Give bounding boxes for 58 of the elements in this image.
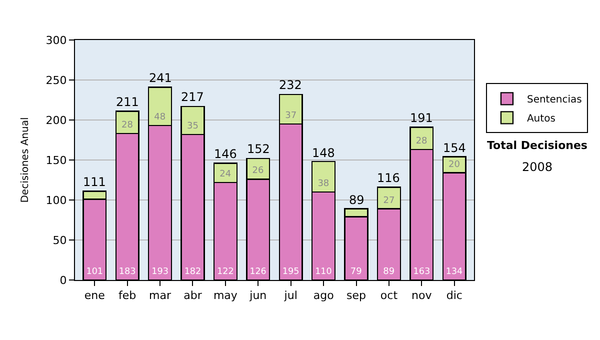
y-tick-label: 250	[46, 74, 67, 87]
data-label: 183	[118, 267, 136, 278]
y-tick-label: 50	[52, 234, 67, 247]
y-tick-label: 100	[46, 194, 67, 207]
total-label: 111	[83, 175, 106, 189]
x-tick-label: may	[213, 289, 238, 302]
data-label: 193	[152, 267, 168, 278]
total-label: 211	[116, 95, 139, 109]
data-label: 48	[154, 112, 166, 123]
data-label: 126	[250, 267, 266, 278]
legend-label: Autos	[526, 114, 556, 125]
y-axis-title: Decisiones Anual	[20, 117, 31, 203]
data-label: 35	[187, 121, 198, 132]
data-label: 134	[446, 267, 464, 278]
x-tick-label: jun	[248, 289, 267, 302]
data-label: 26	[252, 166, 264, 176]
x-tick-label: nov	[412, 289, 432, 302]
total-label: 116	[377, 171, 400, 185]
data-label: 28	[121, 120, 134, 131]
total-label: 146	[214, 147, 237, 161]
data-label: 195	[282, 267, 300, 278]
x-tick-label: sep	[346, 289, 366, 302]
y-tick-label: 0	[60, 274, 67, 287]
data-label: 110	[315, 267, 332, 278]
y-tick-label: 300	[46, 34, 67, 47]
data-label: 101	[86, 267, 104, 278]
y-tick-label: 200	[46, 114, 67, 127]
total-label: 154	[443, 141, 466, 155]
data-label: 20	[448, 160, 460, 170]
data-label: 27	[383, 196, 395, 206]
text: 2008	[522, 160, 553, 174]
data-label: 24	[220, 169, 232, 180]
data-label: 182	[184, 267, 202, 278]
total-label: 152	[247, 142, 270, 156]
total-label: 191	[410, 111, 433, 125]
x-tick-label: oct	[380, 289, 398, 302]
x-tick-label: jul	[283, 289, 298, 302]
y-tick-label: 150	[46, 154, 67, 167]
x-tick-label: ene	[84, 289, 106, 302]
x-tick-label: abr	[184, 289, 202, 302]
total-label: 232	[279, 78, 302, 92]
data-label: 38	[318, 179, 330, 189]
total-label: 241	[149, 71, 172, 85]
x-tick-label: feb	[118, 289, 136, 302]
data-label: 89	[383, 267, 395, 277]
x-tick-label: dic	[446, 289, 462, 302]
total-label: 89	[349, 193, 364, 207]
data-label: 28	[416, 136, 428, 147]
total-label: 148	[312, 146, 335, 160]
data-label: 37	[285, 111, 297, 121]
data-label: 79	[350, 267, 362, 277]
text: Total Decisiones	[487, 139, 588, 152]
x-tick-label: mar	[149, 289, 172, 302]
data-label: 122	[217, 267, 234, 278]
x-tick-label: ago	[313, 289, 334, 302]
data-label: 163	[413, 267, 430, 278]
legend-label: Sentencias	[526, 94, 582, 106]
total-label: 217	[181, 90, 204, 104]
